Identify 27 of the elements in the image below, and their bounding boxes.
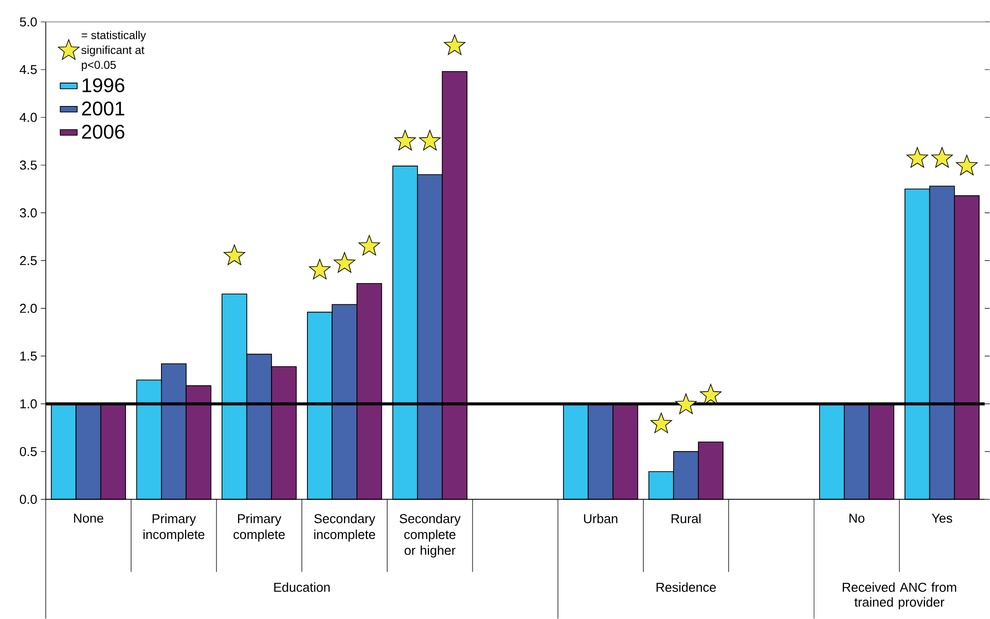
y-tick-label: 2.5 — [20, 256, 37, 266]
y-tick-label: 1.0 — [20, 399, 37, 408]
legend-label: = statistically significant at p<0.05 — [81, 30, 146, 72]
x-tick-label: Yes — [932, 514, 952, 523]
x-tick-label: Secondary complete or higher — [400, 514, 461, 558]
text: Residence — [656, 582, 716, 592]
x-tick-label: Rural — [672, 514, 700, 524]
x-tick-label: Urban — [584, 514, 618, 524]
y-tick-label: 3.5 — [20, 160, 37, 170]
x-tick-label: None — [74, 514, 104, 523]
y-tick-label: 2.0 — [20, 304, 37, 313]
y-tick-label: 1.5 — [20, 352, 37, 361]
y-tick-label: 0.5 — [20, 447, 37, 456]
text: Received ANC from trained provider — [842, 582, 956, 610]
x-tick-label: Secondary incomplete — [314, 514, 376, 542]
y-tick-label: 4.0 — [20, 112, 37, 122]
x-tick-label: Primary incomplete — [144, 514, 204, 542]
y-tick-label: 3.0 — [20, 208, 37, 218]
legend-label: 2001 — [82, 102, 124, 116]
text: Education — [274, 582, 330, 592]
x-tick-label: No — [850, 514, 864, 523]
y-tick-label: 0.0 — [20, 494, 37, 504]
y-tick-label: 5.0 — [20, 17, 37, 26]
y-tick-label: 4.5 — [20, 65, 37, 74]
legend-label: 1996 — [82, 78, 124, 92]
legend-label: 2006 — [82, 124, 124, 139]
x-tick-label: Primary complete — [234, 514, 285, 542]
